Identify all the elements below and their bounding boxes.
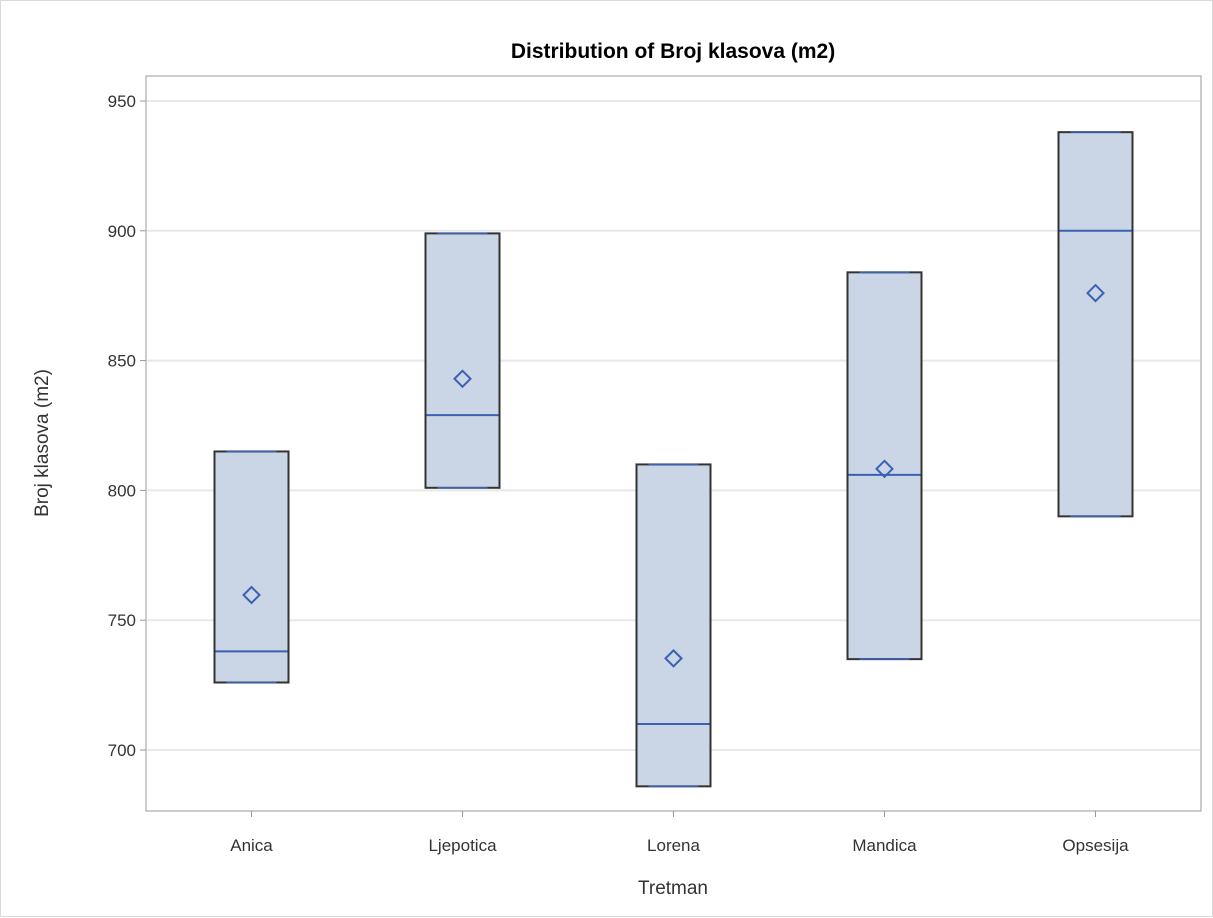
y-tick-label: 700 bbox=[108, 741, 136, 760]
mean-marker bbox=[664, 648, 683, 668]
y-tick-label: 800 bbox=[108, 481, 136, 500]
y-axis: 700 750 800 850 900 950 bbox=[108, 92, 146, 760]
box-rect bbox=[1057, 131, 1134, 518]
boxes bbox=[213, 131, 1134, 788]
mean-marker bbox=[453, 369, 472, 389]
box-rect bbox=[635, 463, 712, 788]
box-lorena bbox=[635, 463, 712, 788]
box-opsesija bbox=[1057, 131, 1134, 518]
box-rect bbox=[213, 450, 290, 684]
y-tick-label: 950 bbox=[108, 92, 136, 111]
mean-marker bbox=[242, 585, 261, 605]
x-axis-label: Tretman bbox=[638, 878, 708, 899]
box-rect bbox=[424, 232, 501, 489]
chart-title: Distribution of Broj klasova (m2) bbox=[511, 40, 835, 63]
mean-marker bbox=[875, 459, 894, 479]
x-tick-label: Opsesija bbox=[1062, 836, 1129, 855]
y-tick-label: 900 bbox=[108, 222, 136, 241]
y-tick-label: 850 bbox=[108, 352, 136, 371]
box-anica bbox=[213, 450, 290, 684]
box-ljepotica bbox=[424, 232, 501, 489]
y-axis-label: Broj klasova (m2) bbox=[32, 369, 53, 517]
x-axis: Anica Ljepotica Lorena Mandica Opsesija bbox=[230, 811, 1129, 855]
y-tick-label: 750 bbox=[108, 611, 136, 630]
x-tick-label: Mandica bbox=[852, 836, 917, 855]
mean-marker bbox=[1086, 283, 1105, 303]
x-tick-label: Anica bbox=[230, 836, 273, 855]
box-mandica bbox=[846, 271, 923, 661]
x-tick-label: Lorena bbox=[647, 836, 700, 855]
box-rect bbox=[846, 271, 923, 661]
x-tick-label: Ljepotica bbox=[428, 836, 497, 855]
